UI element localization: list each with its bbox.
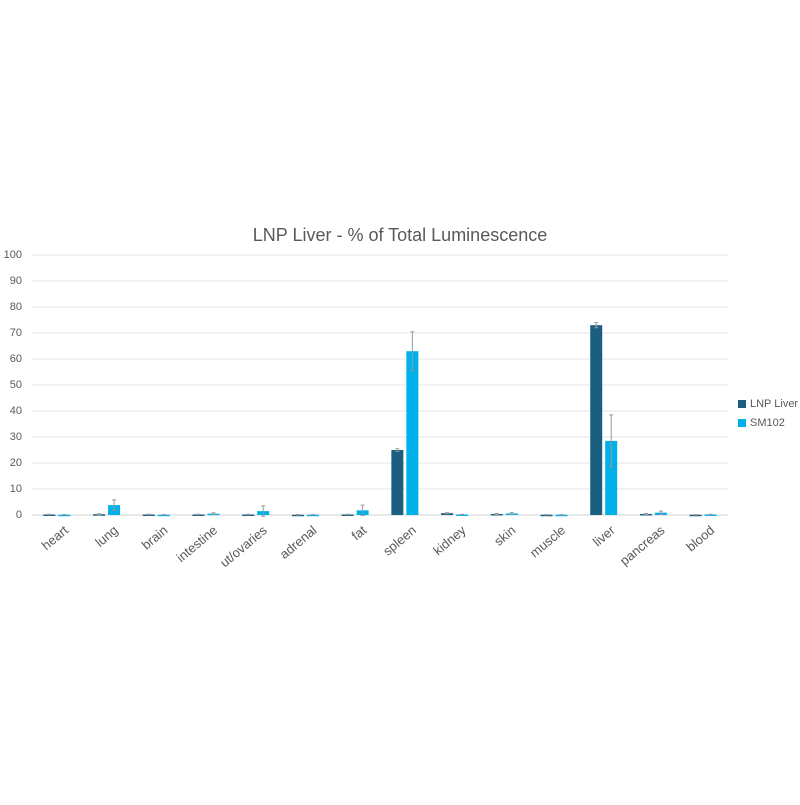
error-bar bbox=[658, 510, 663, 515]
x-tick-label: blood bbox=[683, 522, 717, 554]
error-bar bbox=[146, 513, 151, 516]
error-bar bbox=[410, 331, 415, 372]
error-bar bbox=[360, 504, 365, 517]
y-tick-label: 100 bbox=[4, 249, 22, 261]
y-tick-label: 30 bbox=[10, 431, 22, 443]
y-tick-label: 50 bbox=[10, 379, 22, 391]
x-tick-label: kidney bbox=[430, 522, 469, 558]
x-tick-label: lung bbox=[92, 522, 120, 549]
error-bar bbox=[310, 513, 315, 516]
error-bar bbox=[643, 512, 648, 515]
error-bar bbox=[211, 512, 216, 515]
legend-label: SM102 bbox=[750, 417, 785, 429]
error-bar bbox=[246, 513, 251, 516]
error-bar bbox=[97, 513, 102, 516]
error-bar bbox=[62, 513, 67, 516]
error-bar bbox=[594, 322, 599, 329]
error-bar bbox=[494, 512, 499, 515]
error-bar bbox=[395, 448, 400, 452]
x-tick-label: skin bbox=[491, 522, 518, 548]
y-tick-label: 70 bbox=[10, 327, 22, 339]
error-bar bbox=[509, 512, 514, 515]
error-bar bbox=[112, 499, 117, 511]
legend-swatch bbox=[738, 400, 746, 408]
legend-swatch bbox=[738, 419, 746, 427]
bar bbox=[590, 325, 603, 515]
x-tick-label: spleen bbox=[380, 522, 419, 558]
error-bar bbox=[295, 513, 300, 516]
x-tick-label: liver bbox=[590, 522, 618, 549]
error-bar bbox=[544, 513, 549, 516]
error-bar bbox=[609, 414, 614, 468]
y-tick-label: 90 bbox=[10, 275, 22, 287]
error-bar bbox=[161, 513, 166, 516]
error-bar bbox=[47, 513, 52, 516]
error-bar bbox=[196, 513, 201, 516]
x-tick-label: adrenal bbox=[277, 522, 320, 561]
x-tick-label: muscle bbox=[527, 522, 568, 560]
error-bar bbox=[445, 512, 450, 515]
legend-label: LNP Liver bbox=[750, 398, 798, 410]
error-bar bbox=[693, 513, 698, 516]
error-bar bbox=[261, 505, 266, 517]
x-tick-label: pancreas bbox=[617, 522, 668, 568]
x-tick-label: heart bbox=[39, 522, 72, 553]
error-bar bbox=[708, 513, 713, 516]
x-tick-label: fat bbox=[349, 522, 370, 543]
x-tick-label: intestine bbox=[173, 522, 220, 565]
bar bbox=[406, 351, 419, 515]
x-tick-label: ut/ovaries bbox=[217, 522, 270, 570]
bar bbox=[605, 440, 618, 515]
y-tick-label: 80 bbox=[10, 301, 22, 313]
y-tick-label: 20 bbox=[10, 457, 22, 469]
y-tick-label: 0 bbox=[16, 509, 22, 521]
chart-title: LNP Liver - % of Total Luminescence bbox=[253, 225, 548, 245]
y-tick-label: 60 bbox=[10, 353, 22, 365]
error-bar bbox=[345, 513, 350, 516]
bar bbox=[391, 450, 404, 515]
error-bar bbox=[559, 513, 564, 516]
y-tick-label: 40 bbox=[10, 405, 22, 417]
y-tick-label: 10 bbox=[10, 483, 22, 495]
x-tick-label: brain bbox=[139, 522, 171, 552]
error-bar bbox=[460, 513, 465, 516]
